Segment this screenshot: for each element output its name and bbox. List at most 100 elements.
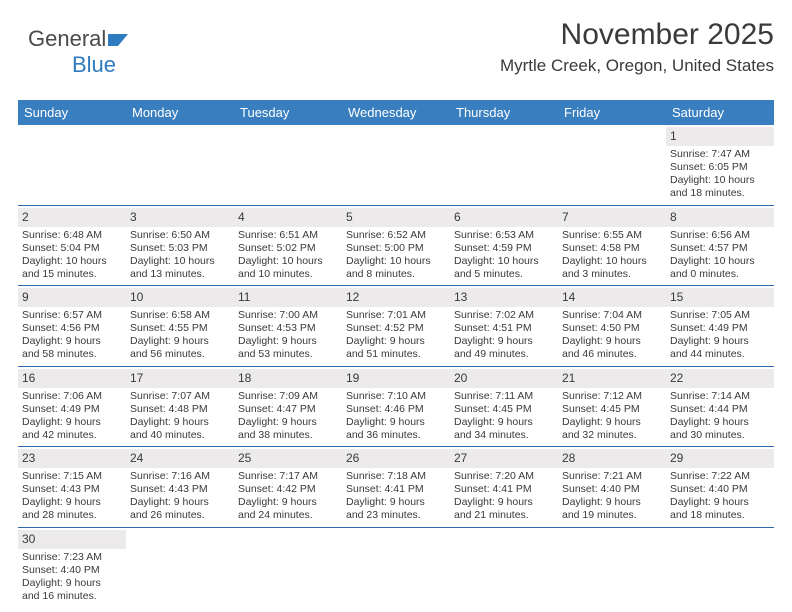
day-header: Friday [558, 100, 666, 125]
empty-cell [18, 125, 126, 205]
day-number: 15 [666, 288, 774, 307]
day-info: Daylight: 9 hours [22, 496, 122, 509]
day-number: 28 [558, 449, 666, 468]
day-number: 24 [126, 449, 234, 468]
empty-cell [234, 528, 342, 608]
day-info: Daylight: 9 hours [454, 335, 554, 348]
day-cell: 28Sunrise: 7:21 AMSunset: 4:40 PMDayligh… [558, 447, 666, 527]
empty-cell [126, 528, 234, 608]
day-info: Daylight: 9 hours [346, 496, 446, 509]
day-number: 13 [450, 288, 558, 307]
day-info: Sunset: 4:52 PM [346, 322, 446, 335]
day-cell: 18Sunrise: 7:09 AMSunset: 4:47 PMDayligh… [234, 367, 342, 447]
day-info: Daylight: 10 hours [346, 255, 446, 268]
logo-text-1: General [28, 26, 106, 51]
week-row: 16Sunrise: 7:06 AMSunset: 4:49 PMDayligh… [18, 367, 774, 448]
day-number: 23 [18, 449, 126, 468]
day-info: Sunset: 4:41 PM [346, 483, 446, 496]
day-number: 29 [666, 449, 774, 468]
day-info: Sunset: 4:45 PM [562, 403, 662, 416]
day-number: 6 [450, 208, 558, 227]
day-info: Daylight: 10 hours [130, 255, 230, 268]
day-info: Sunset: 4:40 PM [562, 483, 662, 496]
day-info: Daylight: 9 hours [670, 416, 770, 429]
day-info: Sunset: 4:57 PM [670, 242, 770, 255]
day-info: Daylight: 9 hours [562, 416, 662, 429]
day-info: Sunrise: 7:02 AM [454, 309, 554, 322]
day-info: Daylight: 9 hours [22, 577, 122, 590]
day-info: Sunrise: 7:14 AM [670, 390, 770, 403]
empty-cell [450, 125, 558, 205]
day-info: and 8 minutes. [346, 268, 446, 281]
day-header: Saturday [666, 100, 774, 125]
day-info: and 3 minutes. [562, 268, 662, 281]
location-label: Myrtle Creek, Oregon, United States [500, 56, 774, 76]
day-info: Daylight: 9 hours [238, 496, 338, 509]
day-info: Sunrise: 6:58 AM [130, 309, 230, 322]
day-info: Sunrise: 7:21 AM [562, 470, 662, 483]
day-header: Monday [126, 100, 234, 125]
week-row: 23Sunrise: 7:15 AMSunset: 4:43 PMDayligh… [18, 447, 774, 528]
day-number: 25 [234, 449, 342, 468]
day-number: 9 [18, 288, 126, 307]
day-info: Daylight: 10 hours [238, 255, 338, 268]
day-info: Sunset: 4:53 PM [238, 322, 338, 335]
day-info: and 0 minutes. [670, 268, 770, 281]
day-info: and 32 minutes. [562, 429, 662, 442]
day-info: Daylight: 9 hours [130, 496, 230, 509]
day-info: Sunset: 5:04 PM [22, 242, 122, 255]
day-info: Daylight: 9 hours [346, 416, 446, 429]
day-cell: 8Sunrise: 6:56 AMSunset: 4:57 PMDaylight… [666, 206, 774, 286]
day-info: Daylight: 9 hours [670, 335, 770, 348]
day-number: 7 [558, 208, 666, 227]
day-info: and 26 minutes. [130, 509, 230, 522]
day-cell: 5Sunrise: 6:52 AMSunset: 5:00 PMDaylight… [342, 206, 450, 286]
empty-cell [342, 528, 450, 608]
day-info: Sunset: 4:55 PM [130, 322, 230, 335]
day-number: 22 [666, 369, 774, 388]
day-info: and 36 minutes. [346, 429, 446, 442]
day-cell: 26Sunrise: 7:18 AMSunset: 4:41 PMDayligh… [342, 447, 450, 527]
day-info: Sunset: 4:43 PM [22, 483, 122, 496]
day-info: Sunrise: 6:56 AM [670, 229, 770, 242]
week-row: 1Sunrise: 7:47 AMSunset: 6:05 PMDaylight… [18, 125, 774, 206]
day-info: Sunrise: 7:20 AM [454, 470, 554, 483]
day-info: and 44 minutes. [670, 348, 770, 361]
day-info: Sunrise: 7:01 AM [346, 309, 446, 322]
day-cell: 1Sunrise: 7:47 AMSunset: 6:05 PMDaylight… [666, 125, 774, 205]
day-cell: 29Sunrise: 7:22 AMSunset: 4:40 PMDayligh… [666, 447, 774, 527]
day-info: Sunset: 4:58 PM [562, 242, 662, 255]
day-cell: 13Sunrise: 7:02 AMSunset: 4:51 PMDayligh… [450, 286, 558, 366]
day-info: Sunrise: 6:57 AM [22, 309, 122, 322]
day-info: Sunrise: 7:12 AM [562, 390, 662, 403]
calendar: SundayMondayTuesdayWednesdayThursdayFrid… [18, 100, 774, 607]
day-header: Sunday [18, 100, 126, 125]
day-number: 3 [126, 208, 234, 227]
day-info: Sunset: 4:49 PM [22, 403, 122, 416]
day-header-row: SundayMondayTuesdayWednesdayThursdayFrid… [18, 100, 774, 125]
day-cell: 10Sunrise: 6:58 AMSunset: 4:55 PMDayligh… [126, 286, 234, 366]
day-info: Sunrise: 7:07 AM [130, 390, 230, 403]
day-number: 30 [18, 530, 126, 549]
day-number: 4 [234, 208, 342, 227]
day-info: and 49 minutes. [454, 348, 554, 361]
day-info: Daylight: 9 hours [454, 416, 554, 429]
day-info: Daylight: 9 hours [238, 416, 338, 429]
day-cell: 14Sunrise: 7:04 AMSunset: 4:50 PMDayligh… [558, 286, 666, 366]
day-info: Sunrise: 7:18 AM [346, 470, 446, 483]
day-info: and 28 minutes. [22, 509, 122, 522]
day-cell: 11Sunrise: 7:00 AMSunset: 4:53 PMDayligh… [234, 286, 342, 366]
day-info: Daylight: 9 hours [562, 335, 662, 348]
day-cell: 21Sunrise: 7:12 AMSunset: 4:45 PMDayligh… [558, 367, 666, 447]
day-info: Daylight: 10 hours [22, 255, 122, 268]
day-info: Sunset: 4:40 PM [670, 483, 770, 496]
day-cell: 19Sunrise: 7:10 AMSunset: 4:46 PMDayligh… [342, 367, 450, 447]
day-header: Thursday [450, 100, 558, 125]
day-number: 1 [666, 127, 774, 146]
day-number: 8 [666, 208, 774, 227]
day-info: Sunrise: 7:17 AM [238, 470, 338, 483]
day-info: and 23 minutes. [346, 509, 446, 522]
day-cell: 20Sunrise: 7:11 AMSunset: 4:45 PMDayligh… [450, 367, 558, 447]
day-info: and 18 minutes. [670, 509, 770, 522]
day-info: and 56 minutes. [130, 348, 230, 361]
